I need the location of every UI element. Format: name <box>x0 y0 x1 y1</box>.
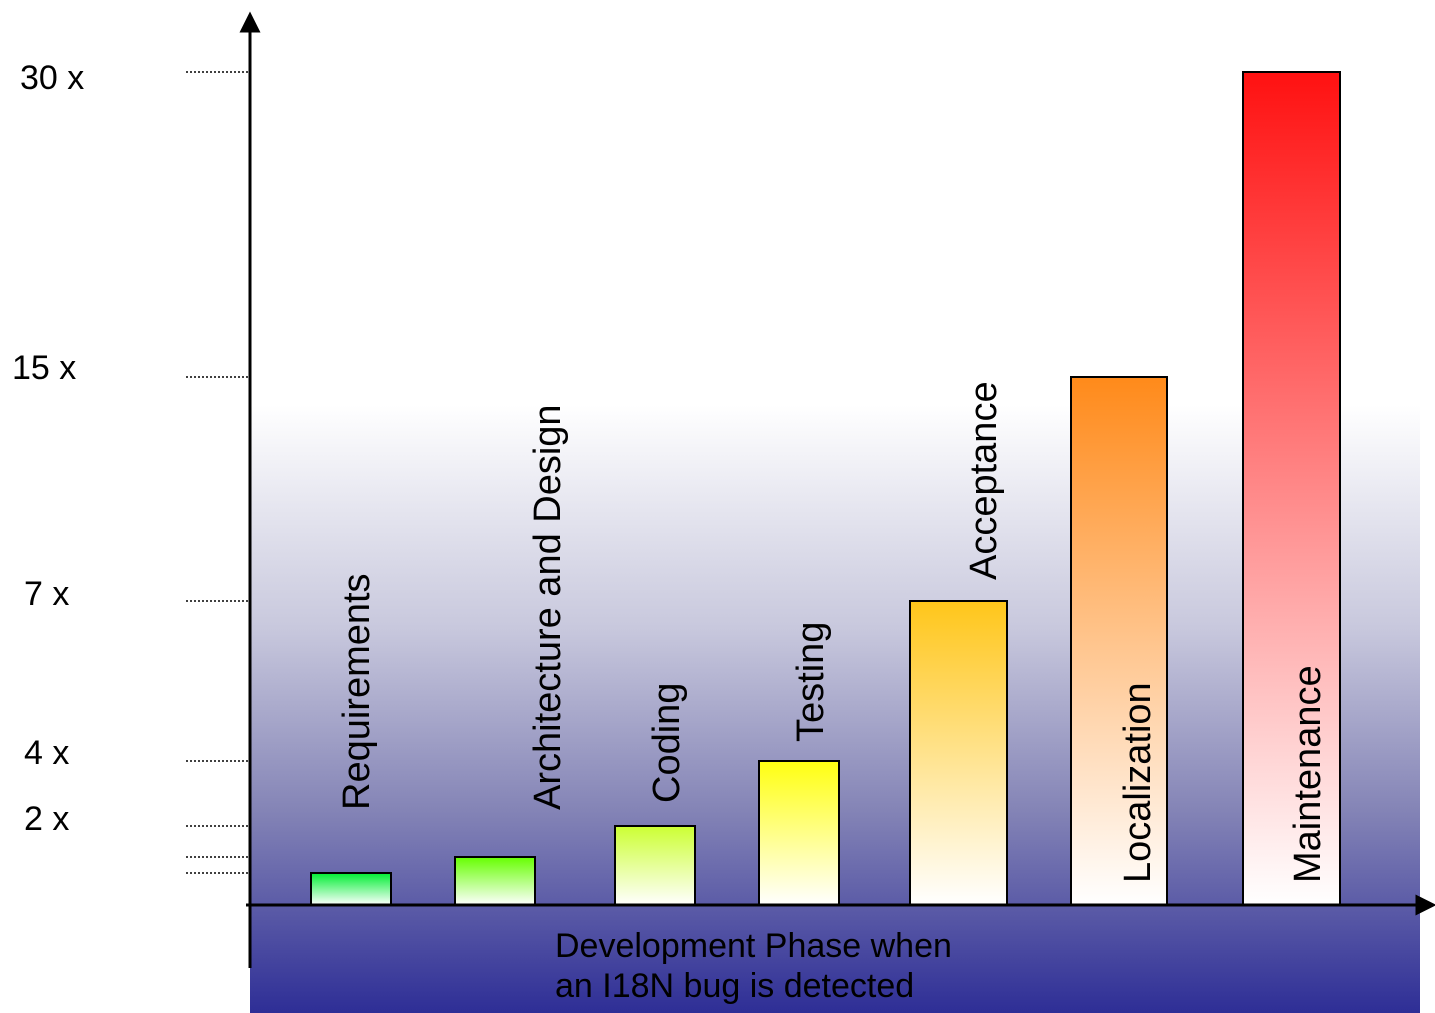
category-label: Architecture and Design <box>527 404 569 810</box>
x-axis-title-line1: Development Phase when <box>555 927 952 965</box>
y-tick-label: 7 x <box>24 575 69 613</box>
category-label: Coding <box>646 683 688 803</box>
bar-testing <box>758 760 840 906</box>
bar-requirements <box>310 872 392 906</box>
bar-acceptance <box>909 600 1008 906</box>
y-tick-label: 4 x <box>24 734 69 772</box>
category-label: Acceptance <box>963 381 1005 580</box>
category-label: Localization <box>1117 682 1159 883</box>
bar-localization <box>1070 376 1168 906</box>
bar-architecture-and-design <box>454 856 536 906</box>
y-tick-label: 30 x <box>20 59 84 97</box>
y-tick-label: 2 x <box>24 800 69 838</box>
category-label: Testing <box>790 622 832 742</box>
x-axis-title-line2: an I18N bug is detected <box>555 967 914 1005</box>
bar-maintenance <box>1242 71 1341 906</box>
y-tick-label: 15 x <box>12 349 76 387</box>
category-label: Maintenance <box>1287 665 1329 883</box>
bar-coding <box>614 825 696 906</box>
category-label: Requirements <box>336 573 378 810</box>
